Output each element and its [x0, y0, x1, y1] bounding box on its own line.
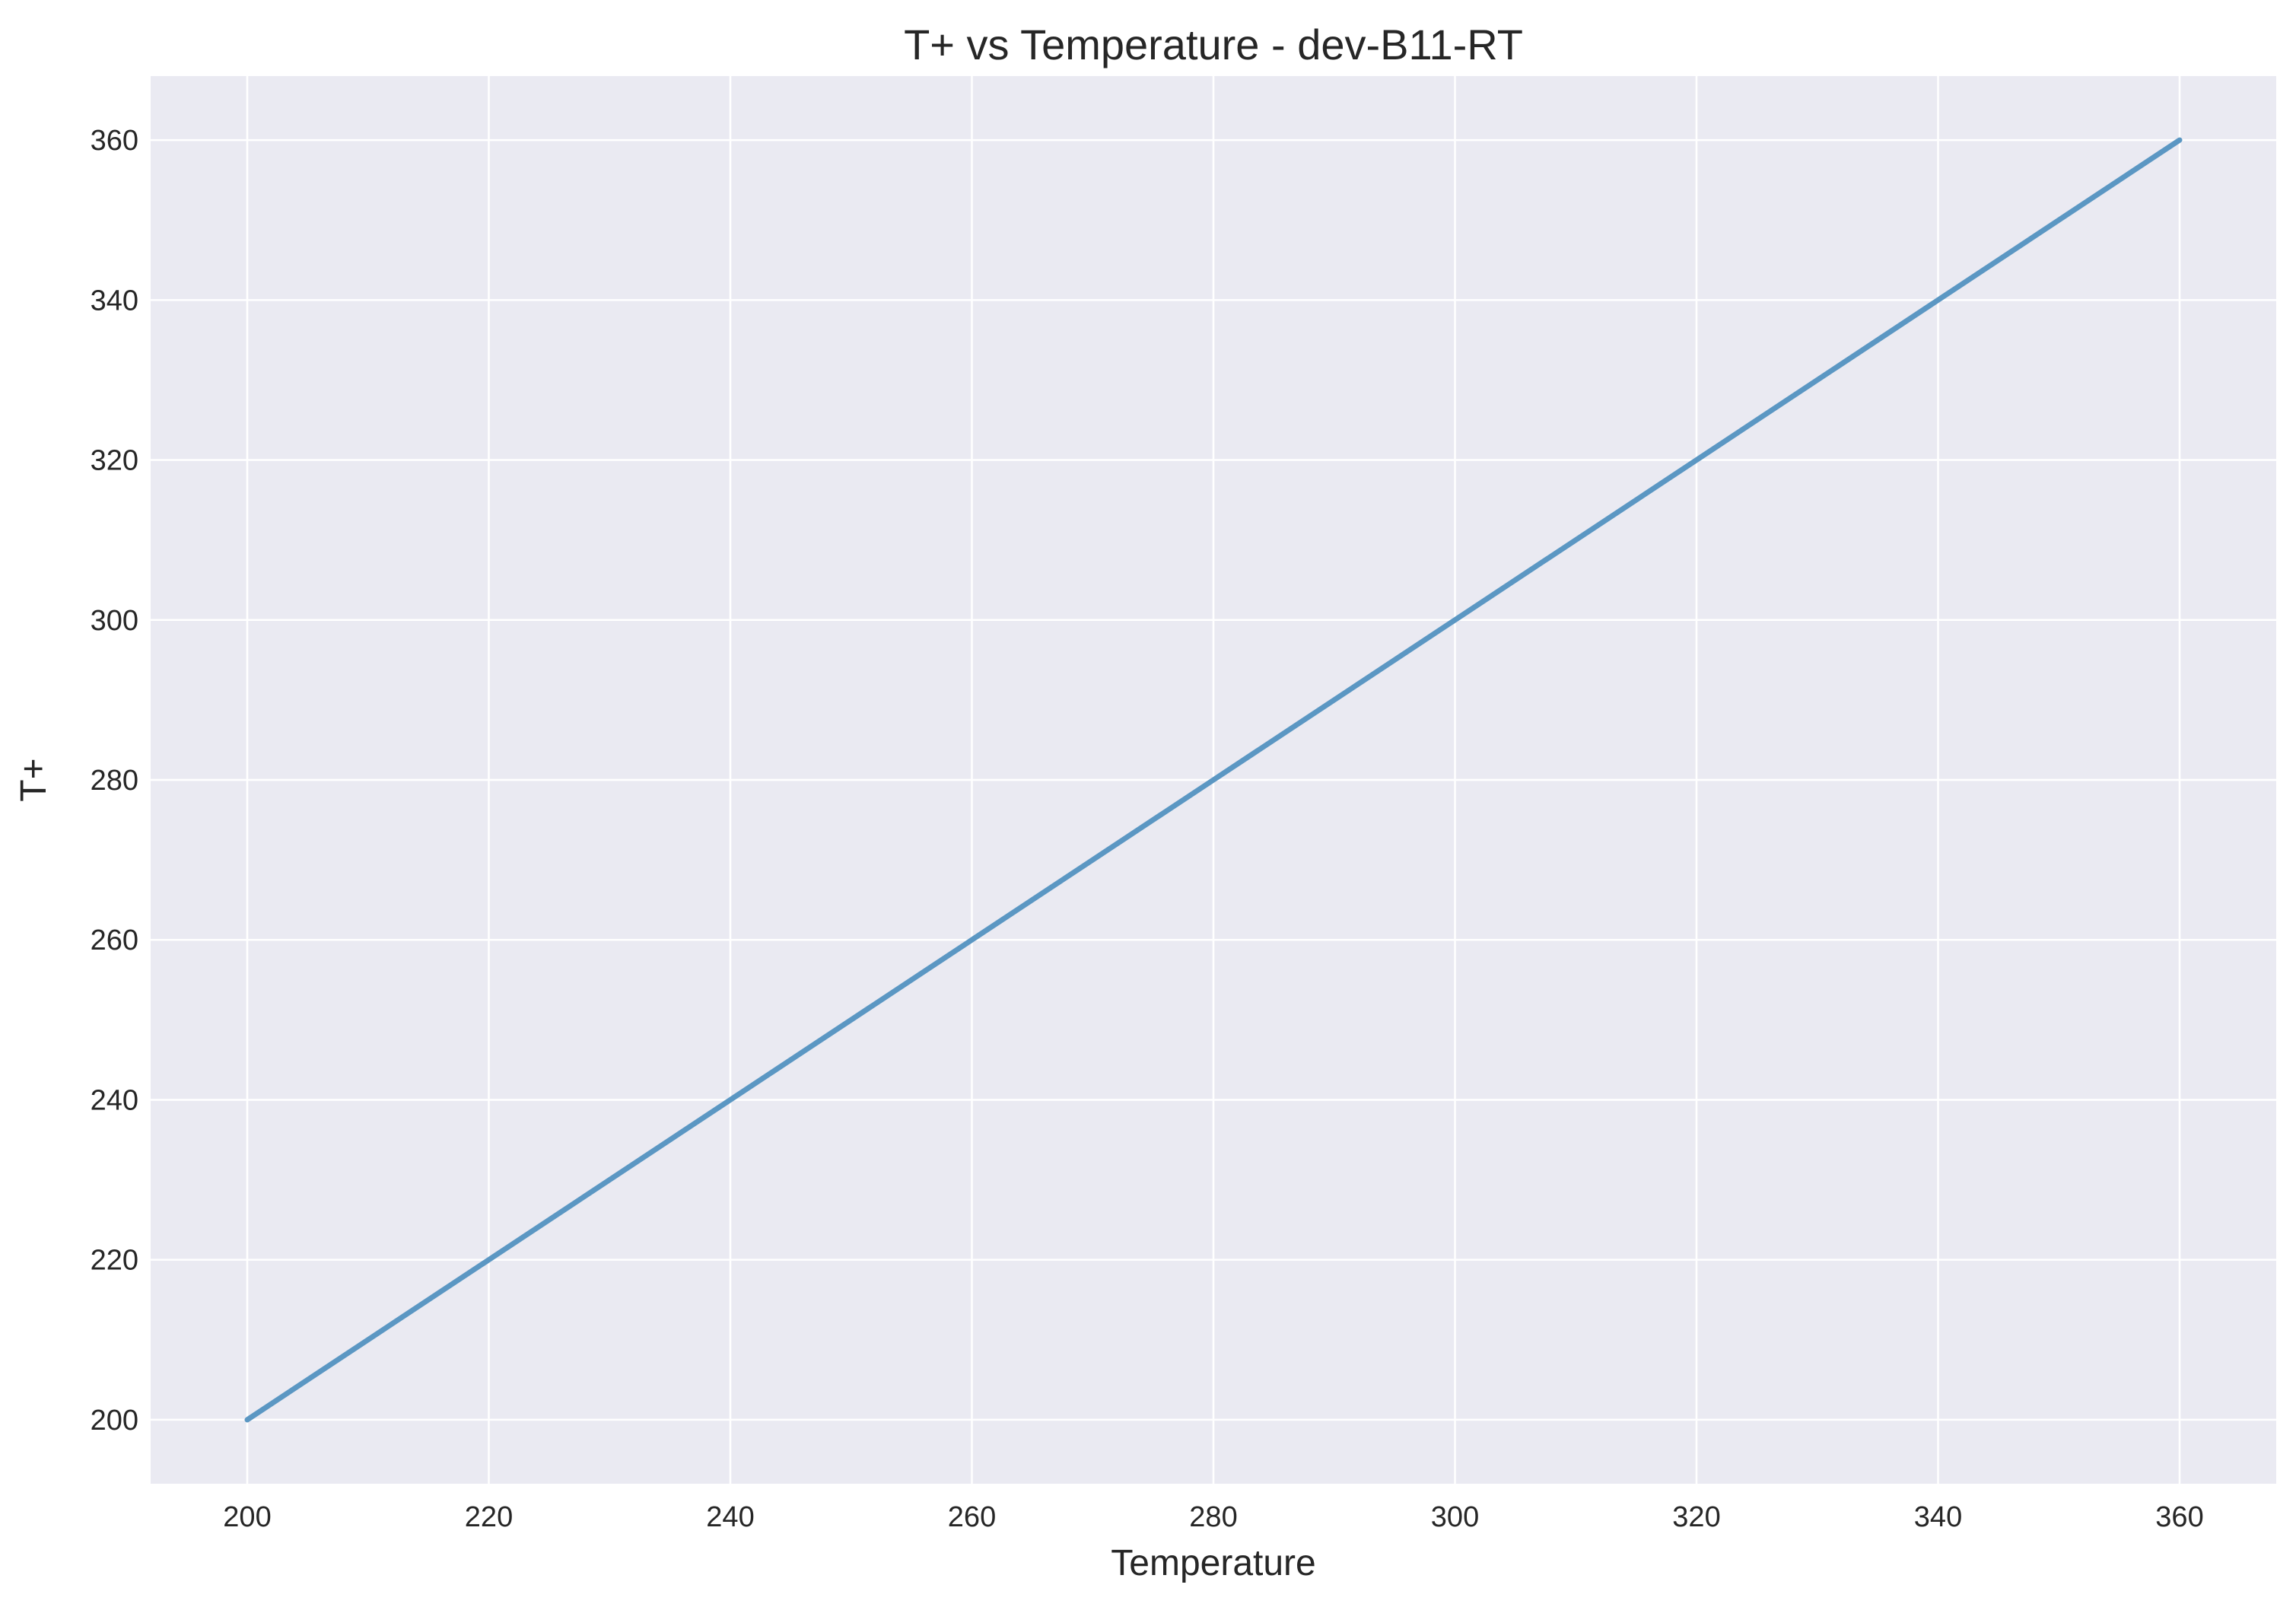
y-tick-label: 260	[91, 924, 138, 956]
y-tick-label: 220	[91, 1245, 138, 1277]
y-tick-label: 300	[91, 605, 138, 637]
chart-title: T+ vs Temperature - dev-B11-RT	[904, 21, 1523, 68]
y-tick-label: 200	[91, 1405, 138, 1437]
y-tick-label: 360	[91, 125, 138, 157]
x-tick-label: 260	[948, 1501, 996, 1533]
x-tick-label: 320	[1672, 1501, 1720, 1533]
y-tick-label: 240	[91, 1084, 138, 1116]
series-line	[244, 137, 2183, 1423]
x-tick-label: 300	[1431, 1501, 1479, 1533]
x-tick-label: 200	[223, 1501, 271, 1533]
x-axis-ticks: 200 220 240 260 280 300 320 340 360	[223, 1501, 2203, 1533]
y-tick-label: 280	[91, 765, 138, 797]
y-tick-label: 320	[91, 445, 138, 477]
y-tick-label: 340	[91, 285, 138, 317]
series-layer	[244, 137, 2183, 1423]
y-axis-label: T+	[14, 758, 54, 801]
x-axis-label: Temperature	[1111, 1543, 1315, 1583]
y-axis-ticks: 200 220 240 260 280 300 320 340 360	[91, 125, 138, 1437]
x-tick-label: 340	[1914, 1501, 1962, 1533]
x-tick-label: 240	[706, 1501, 754, 1533]
x-tick-label: 280	[1189, 1501, 1237, 1533]
x-tick-label: 360	[2155, 1501, 2203, 1533]
x-tick-label: 220	[465, 1501, 513, 1533]
